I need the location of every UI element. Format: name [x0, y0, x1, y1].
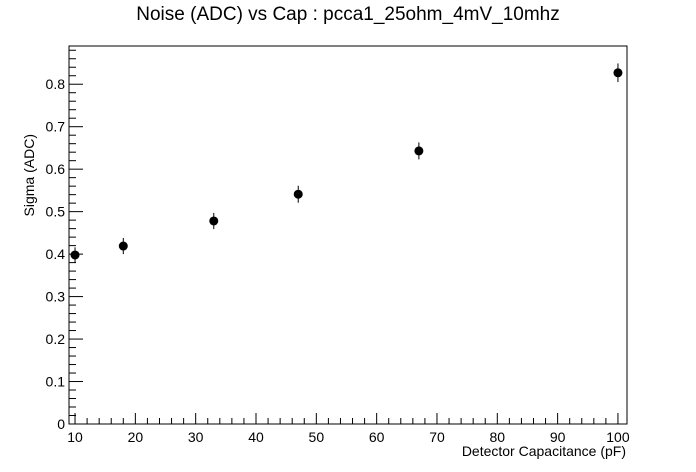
chart-title: Noise (ADC) vs Cap : pcca1_25ohm_4mV_10m…: [136, 4, 560, 25]
x-axis: 10 20 30 40 50 60 70 80 90 100: [67, 413, 630, 445]
x-tick-label: 100: [606, 429, 630, 445]
data-points: [70, 63, 623, 263]
y-tick-label: 0.3: [46, 289, 66, 305]
y-tick-label: 0.2: [46, 331, 66, 347]
y-tick-label: 0.8: [46, 76, 66, 92]
y-tick-label: 0.7: [46, 119, 66, 135]
y-tick-label: 0.4: [46, 246, 66, 262]
data-point: [613, 68, 623, 78]
x-tick-label: 70: [429, 429, 445, 445]
y-tick-label: 0: [57, 416, 65, 432]
data-point: [70, 250, 80, 260]
y-axis: 0 0.1 0.2 0.3 0.4 0.5 0.6 0.7 0.8: [46, 49, 83, 432]
y-tick-label: 0.1: [46, 374, 66, 390]
data-point: [209, 216, 219, 226]
x-tick-label: 20: [128, 429, 144, 445]
x-tick-label: 90: [550, 429, 566, 445]
x-axis-label: Detector Capacitance (pF): [462, 443, 626, 459]
data-point: [414, 146, 424, 156]
x-tick-label: 80: [490, 429, 506, 445]
x-tick-label: 60: [369, 429, 385, 445]
x-tick-label: 50: [309, 429, 325, 445]
y-tick-label: 0.6: [46, 161, 66, 177]
x-tick-label: 10: [67, 429, 83, 445]
y-axis-label: Sigma (ADC): [21, 134, 37, 216]
data-point: [118, 241, 128, 251]
y-tick-label: 0.5: [46, 204, 66, 220]
data-point: [293, 189, 303, 199]
x-tick-label: 30: [188, 429, 204, 445]
plot-frame: [68, 45, 628, 425]
x-tick-label: 40: [248, 429, 264, 445]
